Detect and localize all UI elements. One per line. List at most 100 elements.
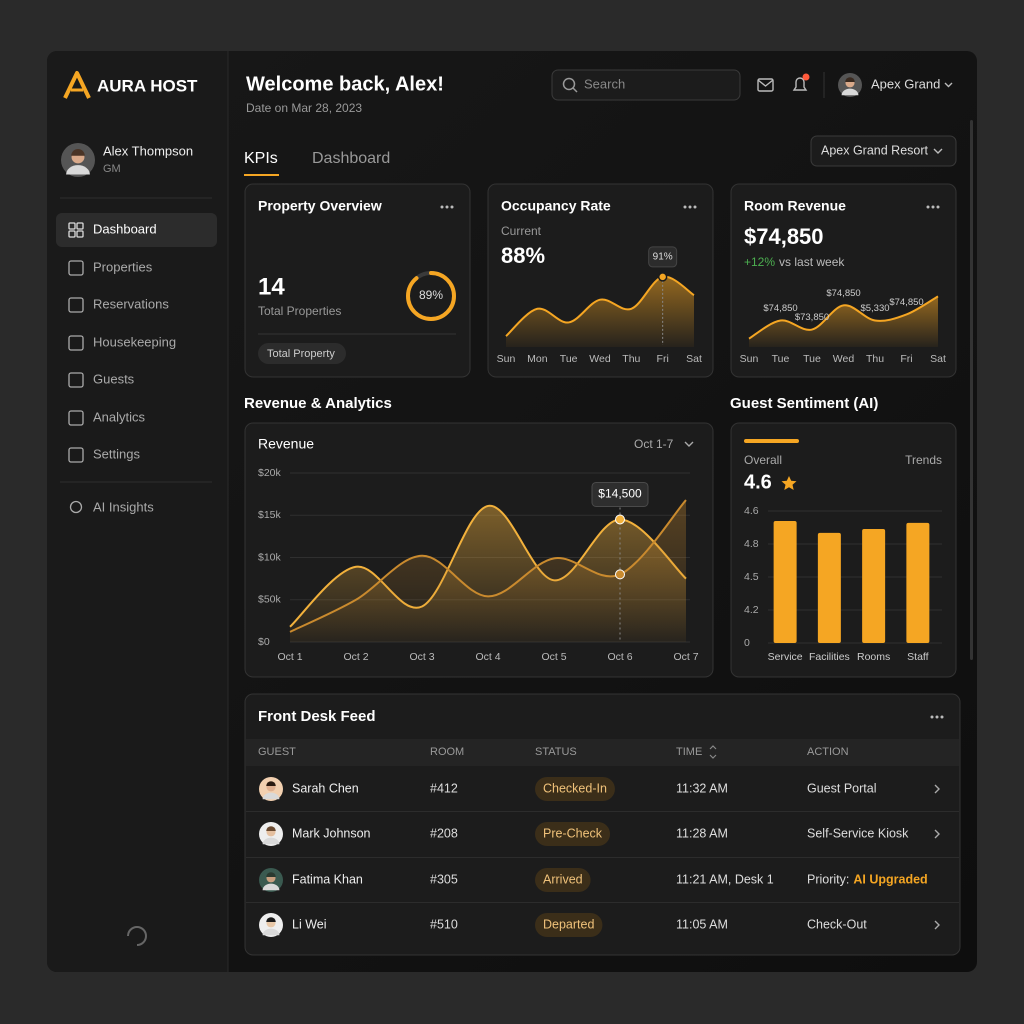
action[interactable]: Priority: — [807, 872, 849, 886]
menu-dot[interactable] — [688, 205, 692, 209]
column-header: STATUS — [535, 746, 577, 758]
x-tick-label: Sat — [686, 353, 702, 365]
x-tick-label: Thu — [866, 353, 884, 365]
bar — [906, 522, 930, 643]
brand-name: AURA HOST — [97, 76, 198, 95]
card-title: Room Revenue — [744, 198, 846, 214]
search-placeholder: Search — [584, 76, 625, 91]
notification-dot — [802, 73, 810, 81]
nav-item[interactable]: Reservations — [93, 296, 169, 311]
point — [615, 514, 625, 525]
avatar-hair — [266, 917, 276, 922]
mail-icon — [757, 79, 774, 87]
y-tick-label: 4.5 — [744, 571, 759, 583]
page-date: Date on Mar 28, 2023 — [246, 101, 362, 115]
x-tick-label: Wed — [589, 353, 611, 365]
mail-icon[interactable] — [757, 78, 774, 92]
column-header: ROOM — [430, 746, 464, 758]
scrollbar — [970, 120, 973, 660]
avatar-body — [262, 928, 280, 936]
guest-name: Mark Johnson — [292, 826, 371, 840]
menu-dot[interactable] — [693, 205, 697, 209]
tab[interactable]: KPIs — [244, 150, 278, 167]
avatar-body — [262, 883, 280, 891]
x-tick-label: Tue — [803, 353, 821, 365]
annotation: $74,850 — [826, 288, 860, 299]
guest-name: Li Wei — [292, 917, 327, 931]
nav-icon — [68, 260, 84, 276]
property-select[interactable] — [810, 135, 957, 167]
x-tick-label: Oct 6 — [607, 651, 632, 663]
x-tick-label: Rooms — [857, 651, 890, 663]
menu-dot[interactable] — [440, 205, 444, 209]
chevron — [933, 148, 943, 154]
avatar-body — [841, 88, 859, 96]
menu-dot[interactable] — [935, 715, 939, 719]
room-number: #305 — [430, 872, 458, 886]
y-tick-label: $50k — [258, 594, 282, 606]
x-tick-label: Sun — [740, 353, 759, 365]
avatar-hair — [71, 148, 85, 156]
nav-item[interactable]: Dashboard — [93, 221, 157, 236]
menu-dot[interactable] — [931, 205, 935, 209]
account-name[interactable]: Apex Grand — [871, 76, 940, 91]
time: 11:28 AM — [676, 826, 728, 840]
nav-item[interactable]: Settings — [93, 446, 140, 461]
menu-dot[interactable] — [940, 715, 944, 719]
status-label: Arrived — [543, 872, 583, 886]
point — [657, 272, 668, 282]
row-chevron[interactable] — [934, 784, 940, 794]
menu-dot[interactable] — [936, 205, 940, 209]
page-title: Welcome back, Alex! — [246, 73, 444, 95]
search-box[interactable] — [551, 69, 741, 101]
bar — [817, 532, 841, 643]
annotation: $5,330 — [860, 303, 889, 314]
kpi-value: 4.6 — [744, 471, 772, 493]
menu-dot[interactable] — [930, 715, 934, 719]
nav-icon — [68, 230, 76, 238]
row-chevron[interactable] — [934, 829, 940, 839]
y-tick-label: 4.2 — [744, 604, 759, 616]
y-tick-label: 4.8 — [744, 538, 759, 550]
sort-icon[interactable] — [709, 745, 717, 759]
action-highlight: AI Upgraded — [853, 872, 927, 886]
nav-item[interactable]: Properties — [93, 259, 153, 274]
row-chevron[interactable] — [934, 920, 940, 930]
nav-item[interactable]: Analytics — [93, 409, 146, 424]
nav-item[interactable]: Guests — [93, 371, 135, 386]
guest-name: Sarah Chen — [292, 781, 359, 795]
nav-icon — [68, 222, 76, 230]
nav-item[interactable]: Housekeeping — [93, 334, 176, 349]
menu-dot[interactable] — [683, 205, 687, 209]
x-tick-label: Facilities — [809, 651, 850, 663]
avatar-body — [262, 837, 280, 845]
x-tick-label: Oct 4 — [475, 651, 500, 663]
menu-dot[interactable] — [926, 205, 930, 209]
status-pill — [535, 777, 615, 801]
kpi-change-note: vs last week — [779, 255, 845, 269]
donut-arc — [406, 271, 456, 321]
card-title: Revenue — [258, 436, 314, 452]
action[interactable]: Self-Service Kiosk — [807, 826, 909, 840]
kpi-label: Trends — [905, 453, 942, 467]
menu-dot[interactable] — [445, 205, 449, 209]
action[interactable]: Guest Portal — [807, 781, 876, 795]
kpi-label: Current — [501, 224, 542, 238]
data-label: $14,500 — [598, 487, 642, 501]
menu-dot[interactable] — [450, 205, 454, 209]
annotation: $73,850 — [795, 312, 829, 323]
range-select[interactable]: Oct 1-7 — [634, 437, 674, 451]
card-title: Occupancy Rate — [501, 198, 611, 214]
action[interactable]: Check-Out — [807, 917, 867, 931]
search-icon — [572, 87, 578, 93]
nav-item[interactable]: AI Insights — [93, 499, 154, 514]
x-tick-label: Oct 5 — [541, 651, 566, 663]
area-fill — [290, 500, 686, 642]
column-header: ACTION — [807, 746, 849, 758]
bell-icon[interactable] — [792, 77, 808, 91]
card — [244, 183, 471, 378]
time: 11:05 AM — [676, 917, 728, 931]
tab[interactable]: Dashboard — [312, 150, 390, 167]
guest-name: Fatima Khan — [292, 872, 363, 886]
bar — [862, 528, 886, 643]
